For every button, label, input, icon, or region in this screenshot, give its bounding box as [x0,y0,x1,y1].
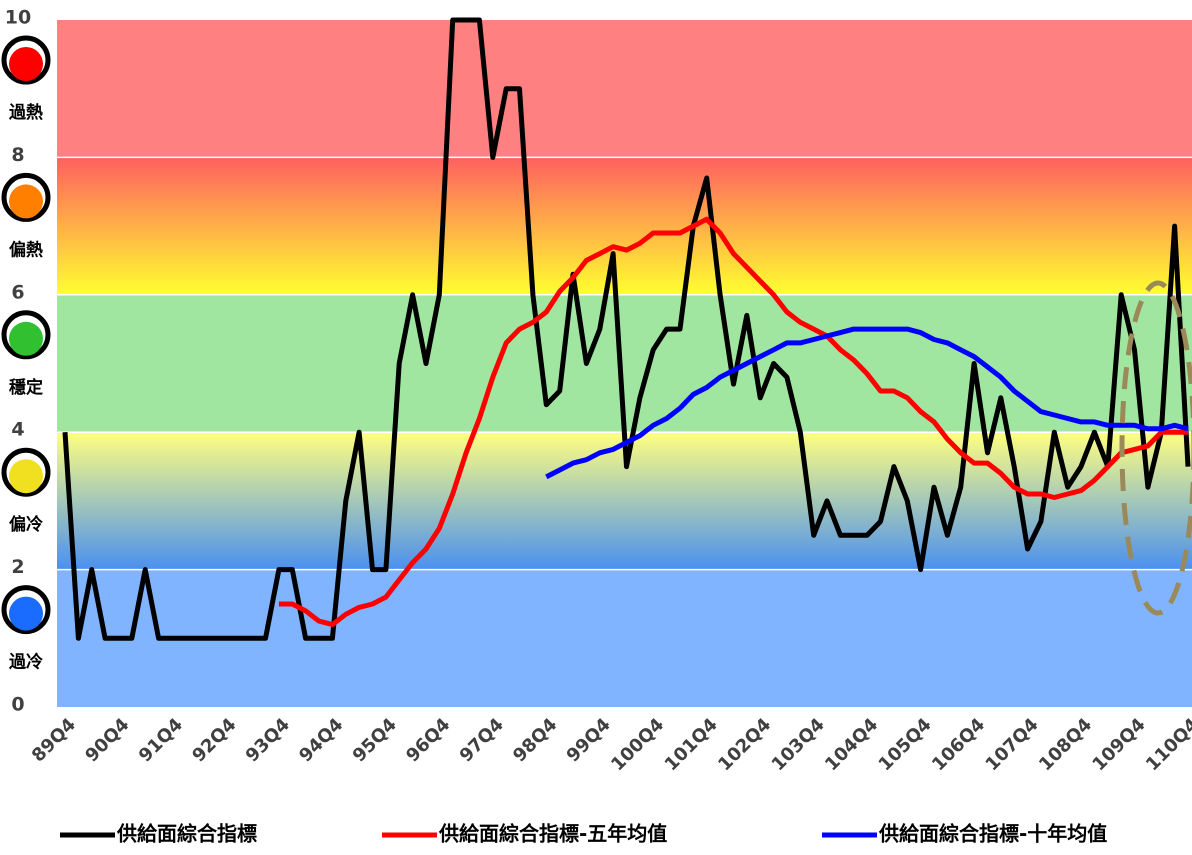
x-tick-label: 102Q4 [714,714,775,775]
y-tick-label: 0 [11,694,24,716]
highlight-ellipse [1119,280,1192,616]
series-line [62,17,1191,641]
x-tick-label: 98Q4 [509,714,561,766]
zone-label: 偏熱 [9,239,43,260]
zone-band [57,20,1192,158]
x-tick-label: 101Q4 [661,714,722,775]
x-tick-label: 109Q4 [1088,714,1149,775]
zone-label: 偏冷 [9,514,43,535]
x-tick-label: 110Q4 [1142,714,1192,775]
x-tick-label: 105Q4 [875,714,936,775]
lamp [9,596,43,631]
y-tick-label: 4 [11,419,24,441]
legend-label: 供給面綜合指標 [116,822,257,846]
x-tick-label: 103Q4 [768,714,829,775]
x-tick-label: 108Q4 [1035,714,1096,775]
legend-label: 供給面綜合指標-五年均值 [438,822,667,846]
x-tick-label: 97Q4 [456,714,508,766]
lamp [9,459,43,494]
series-line [545,326,1189,480]
zone-label: 過熱 [9,102,43,123]
lamp [9,47,43,81]
x-tick-label: 96Q4 [402,714,454,766]
x-tick-label: 106Q4 [928,714,989,775]
x-tick-label: 100Q4 [607,714,668,775]
x-tick-label: 95Q4 [349,714,401,766]
x-tick-label: 99Q4 [563,714,615,766]
zone-label: 穩定 [9,377,43,398]
x-tick-label: 93Q4 [242,714,294,766]
y-tick-label: 2 [11,556,24,578]
zone-label: 過冷 [9,652,43,673]
x-tick-label: 89Q4 [28,714,80,766]
lamp [9,321,43,356]
x-tick-label: 90Q4 [81,714,133,766]
lamp [9,184,43,219]
x-tick-label: 104Q4 [821,714,882,775]
x-tick-label: 92Q4 [188,714,240,766]
x-tick-label: 107Q4 [982,714,1043,775]
series-line [278,216,1188,628]
y-tick-label: 10 [5,7,31,29]
y-tick-label: 8 [11,144,24,166]
x-tick-label: 94Q4 [295,714,347,766]
zone-band [57,157,1192,295]
x-tick-label: 91Q4 [135,714,187,766]
y-tick-label: 6 [11,281,24,303]
legend-label: 供給面綜合指標-十年均值 [878,822,1107,846]
